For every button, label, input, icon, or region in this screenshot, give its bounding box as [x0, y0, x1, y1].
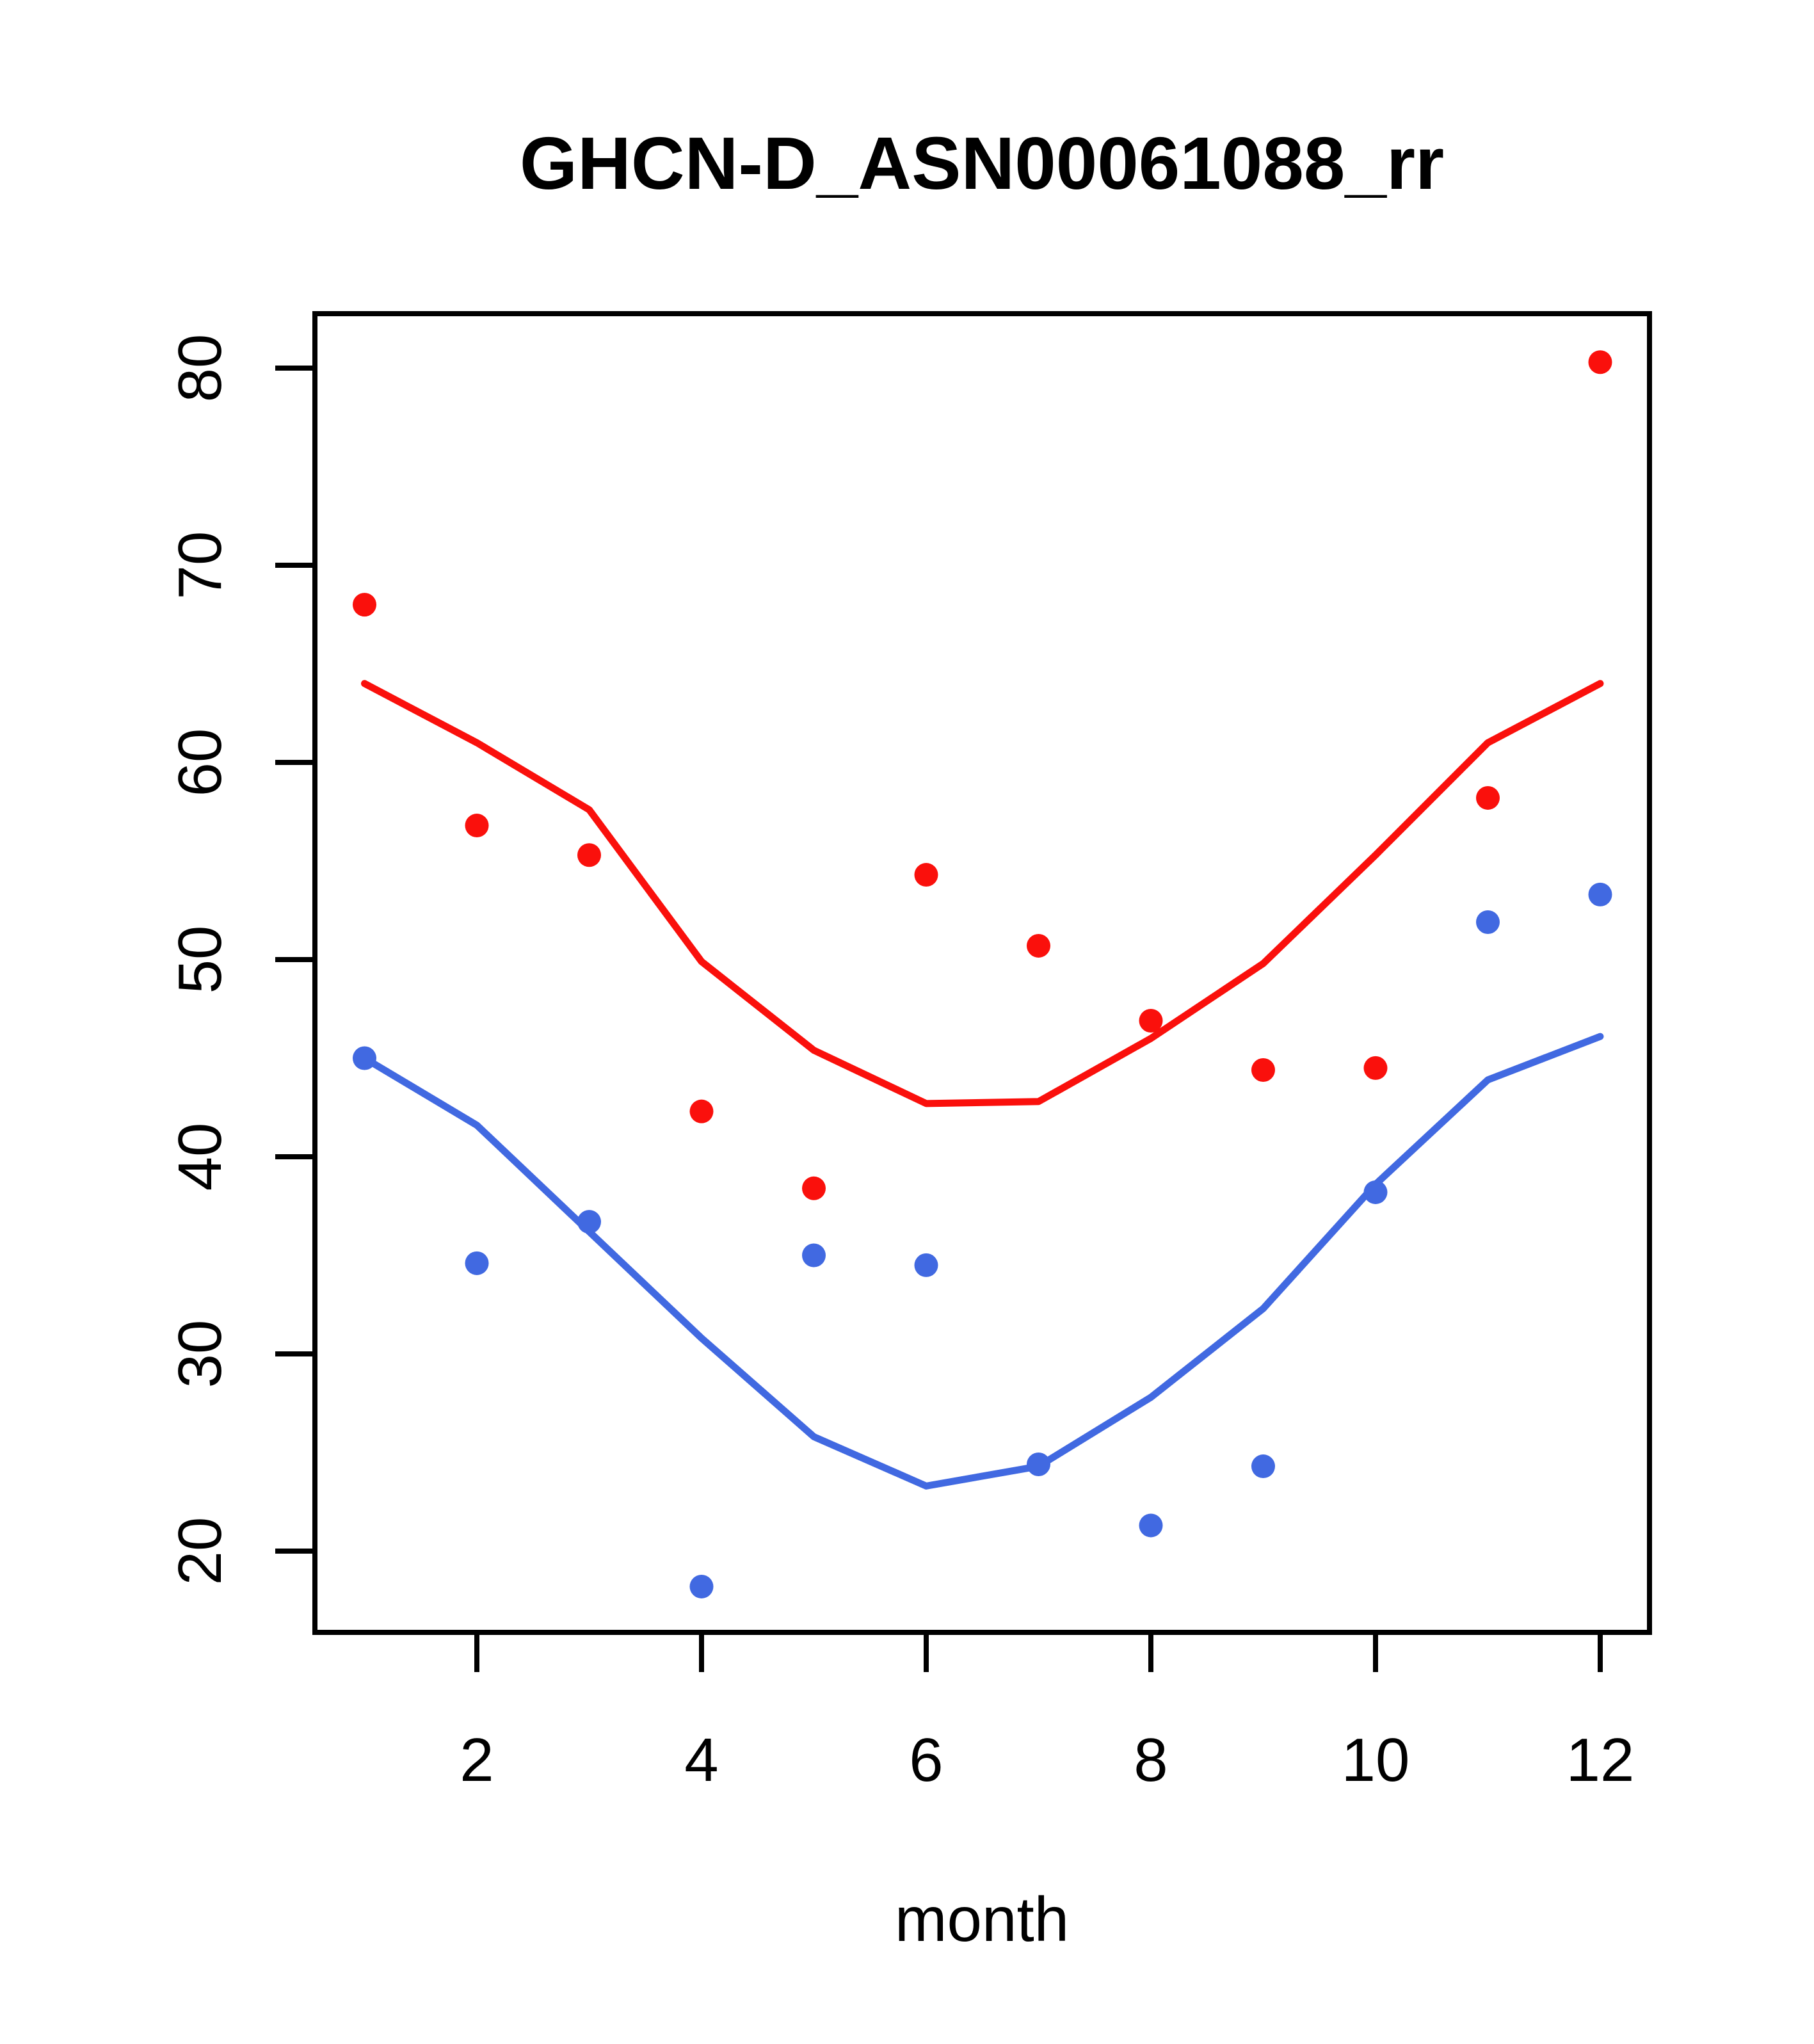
- chart-title: GHCN-D_ASN00061088_rr: [520, 122, 1444, 205]
- red-point: [1363, 1056, 1388, 1080]
- red-point: [802, 1176, 826, 1200]
- y-tick-label: 40: [166, 1123, 234, 1191]
- x-tick-label: 12: [1566, 1726, 1635, 1794]
- blue-point: [353, 1046, 376, 1070]
- blue-point: [1476, 910, 1500, 934]
- x-tick-label: 2: [460, 1726, 494, 1794]
- x-axis-label: month: [895, 1884, 1069, 1954]
- blue-point: [465, 1251, 489, 1275]
- red-point: [1027, 933, 1050, 958]
- red-point: [1476, 785, 1500, 810]
- red-point: [465, 814, 489, 838]
- ticks-layer: 2 4 6 8 10 12 20 30 40 50 60 70 80: [166, 334, 1634, 1794]
- blue-point: [914, 1253, 938, 1277]
- red-smooth-line: [361, 680, 1604, 1107]
- blue-point: [1139, 1513, 1163, 1538]
- red-point: [1588, 350, 1612, 374]
- red-point: [1251, 1058, 1275, 1082]
- blue-point: [689, 1574, 714, 1598]
- y-tick-label: 30: [166, 1320, 234, 1388]
- blue-point: [1027, 1452, 1050, 1476]
- y-tick-label: 50: [166, 926, 234, 994]
- blue-point: [1251, 1454, 1275, 1479]
- x-tick-label: 4: [684, 1726, 718, 1794]
- y-tick-label: 60: [166, 728, 234, 797]
- blue-smooth-line: [361, 1033, 1604, 1490]
- blue-point: [802, 1243, 826, 1267]
- series-layer: [353, 350, 1612, 1598]
- x-tick-label: 6: [909, 1726, 943, 1794]
- red-point: [689, 1099, 714, 1123]
- x-tick-label: 8: [1134, 1726, 1168, 1794]
- blue-point: [1363, 1180, 1388, 1204]
- x-tick-label: 10: [1342, 1726, 1410, 1794]
- y-tick-label: 70: [166, 531, 234, 600]
- red-point: [577, 843, 601, 867]
- plot-box: [312, 311, 1652, 1635]
- red-point: [353, 593, 376, 617]
- red-point: [1139, 1008, 1163, 1033]
- y-tick-label: 80: [166, 334, 234, 403]
- blue-point: [1588, 882, 1612, 906]
- y-tick-label: 20: [166, 1517, 234, 1586]
- blue-point: [577, 1210, 601, 1234]
- red-point: [914, 863, 938, 887]
